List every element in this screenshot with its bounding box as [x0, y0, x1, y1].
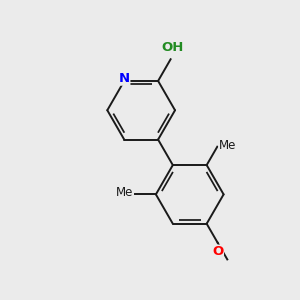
Text: OH: OH [161, 41, 183, 54]
Text: Me: Me [219, 139, 236, 152]
Text: N: N [119, 72, 130, 85]
Text: O: O [212, 245, 223, 258]
Text: Me: Me [116, 186, 133, 200]
